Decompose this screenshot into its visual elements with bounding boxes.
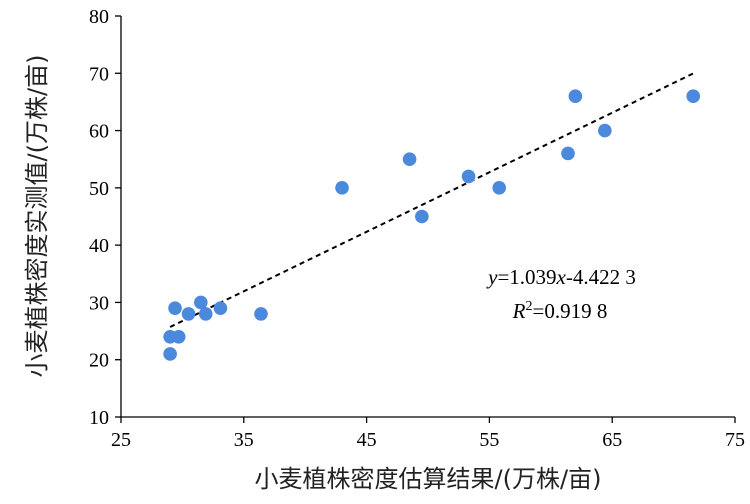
y-tick-label: 40 [89,235,109,257]
r-squared-label: R2=0.919 8 [512,299,608,323]
x-axis-title: 小麦植株密度估算结果/(万株/亩) [255,465,602,493]
data-point [415,209,429,224]
y-tick-label: 60 [89,121,109,143]
y-axis-title: 小麦植株密度实测值/(万株/亩) [23,55,51,378]
regression-equation: y=1.039x-4.422 3 [486,265,636,289]
x-tick-label: 25 [111,429,131,451]
x-tick-label: 35 [234,429,254,451]
y-tick-label: 20 [89,350,109,372]
data-point [492,181,507,195]
data-point [194,295,208,310]
data-point [461,169,476,184]
data-point [598,123,612,138]
data-point [171,330,186,344]
data-point [213,301,228,315]
x-tick-label: 65 [602,429,622,451]
y-tick-label: 70 [89,63,109,85]
data-point [163,347,177,361]
trendline [169,72,694,328]
y-tick-label: 30 [89,292,109,314]
data-points [163,89,701,361]
x-tick-label: 55 [479,429,499,451]
y-tick-label: 80 [89,6,109,28]
x-tick-label: 45 [357,429,377,451]
data-point [686,89,701,103]
data-point [568,89,583,103]
data-point [561,146,575,161]
y-tick-label: 10 [89,407,109,429]
y-axis-ticks: 10 20 30 40 50 60 70 80 [89,6,121,429]
data-point [335,181,349,195]
data-point [181,307,196,321]
x-tick-label: 75 [725,429,745,451]
data-point [198,307,213,321]
x-axis-ticks: 25 35 45 55 65 75 [111,417,745,451]
data-point [254,307,268,321]
axes [120,16,735,418]
data-point [168,301,182,315]
data-point [402,152,417,167]
y-tick-label: 50 [89,178,109,200]
